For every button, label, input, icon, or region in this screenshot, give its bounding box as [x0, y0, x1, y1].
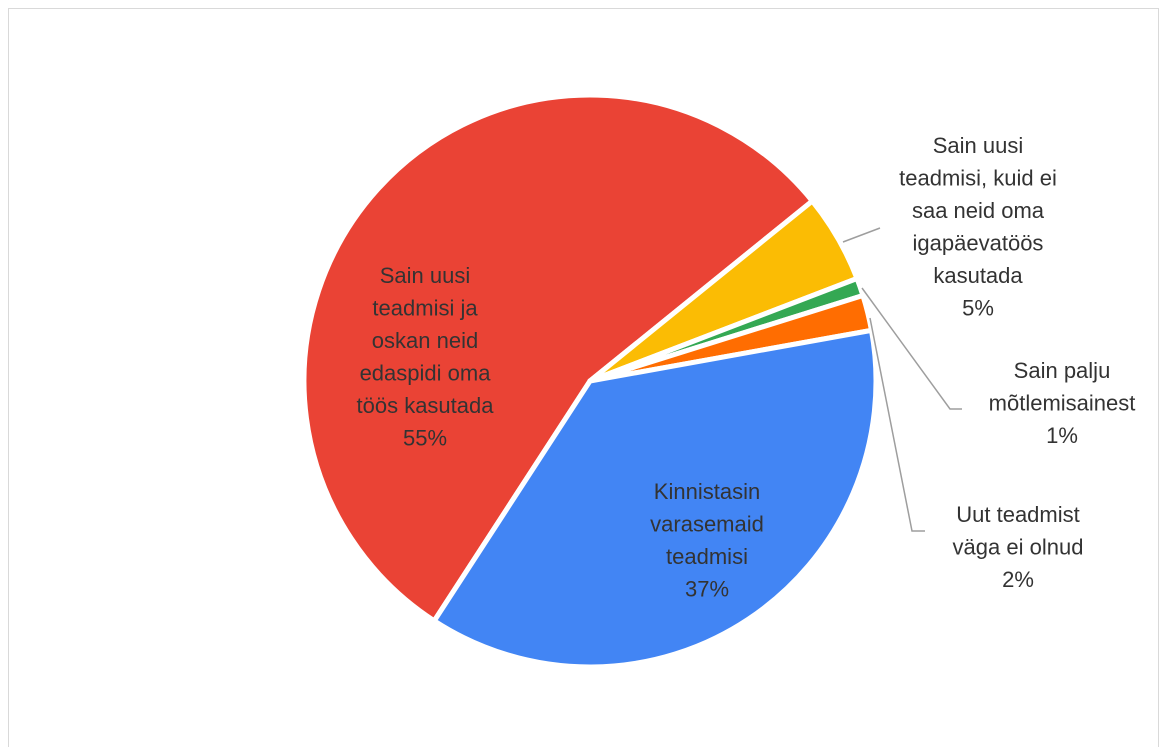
pie-slice — [301, 92, 815, 624]
leader-line — [861, 287, 962, 410]
leader-line — [869, 317, 925, 532]
slice-value-label: 55% — [403, 426, 447, 451]
slice-value-label: 2% — [1002, 567, 1034, 592]
slice-value-label: 5% — [962, 296, 994, 321]
slice-label: Uut teadmist väga ei olnud — [953, 502, 1084, 560]
slice-label: Sain uusi teadmisi, kuid ei saa neid oma ig… — [899, 133, 1057, 288]
slice-label: Sain palju mõtlemisainest — [989, 358, 1136, 416]
slice-label: Sain uusi teadmisi ja oskan neid edaspidi o… — [357, 263, 495, 418]
slice-value-label: 37% — [685, 577, 729, 602]
pie-slice — [431, 327, 879, 670]
leader-line — [842, 227, 881, 243]
slice-value-label: 1% — [1046, 423, 1078, 448]
slice-label: Kinnistasin varasemaid teadmisi — [650, 479, 764, 569]
